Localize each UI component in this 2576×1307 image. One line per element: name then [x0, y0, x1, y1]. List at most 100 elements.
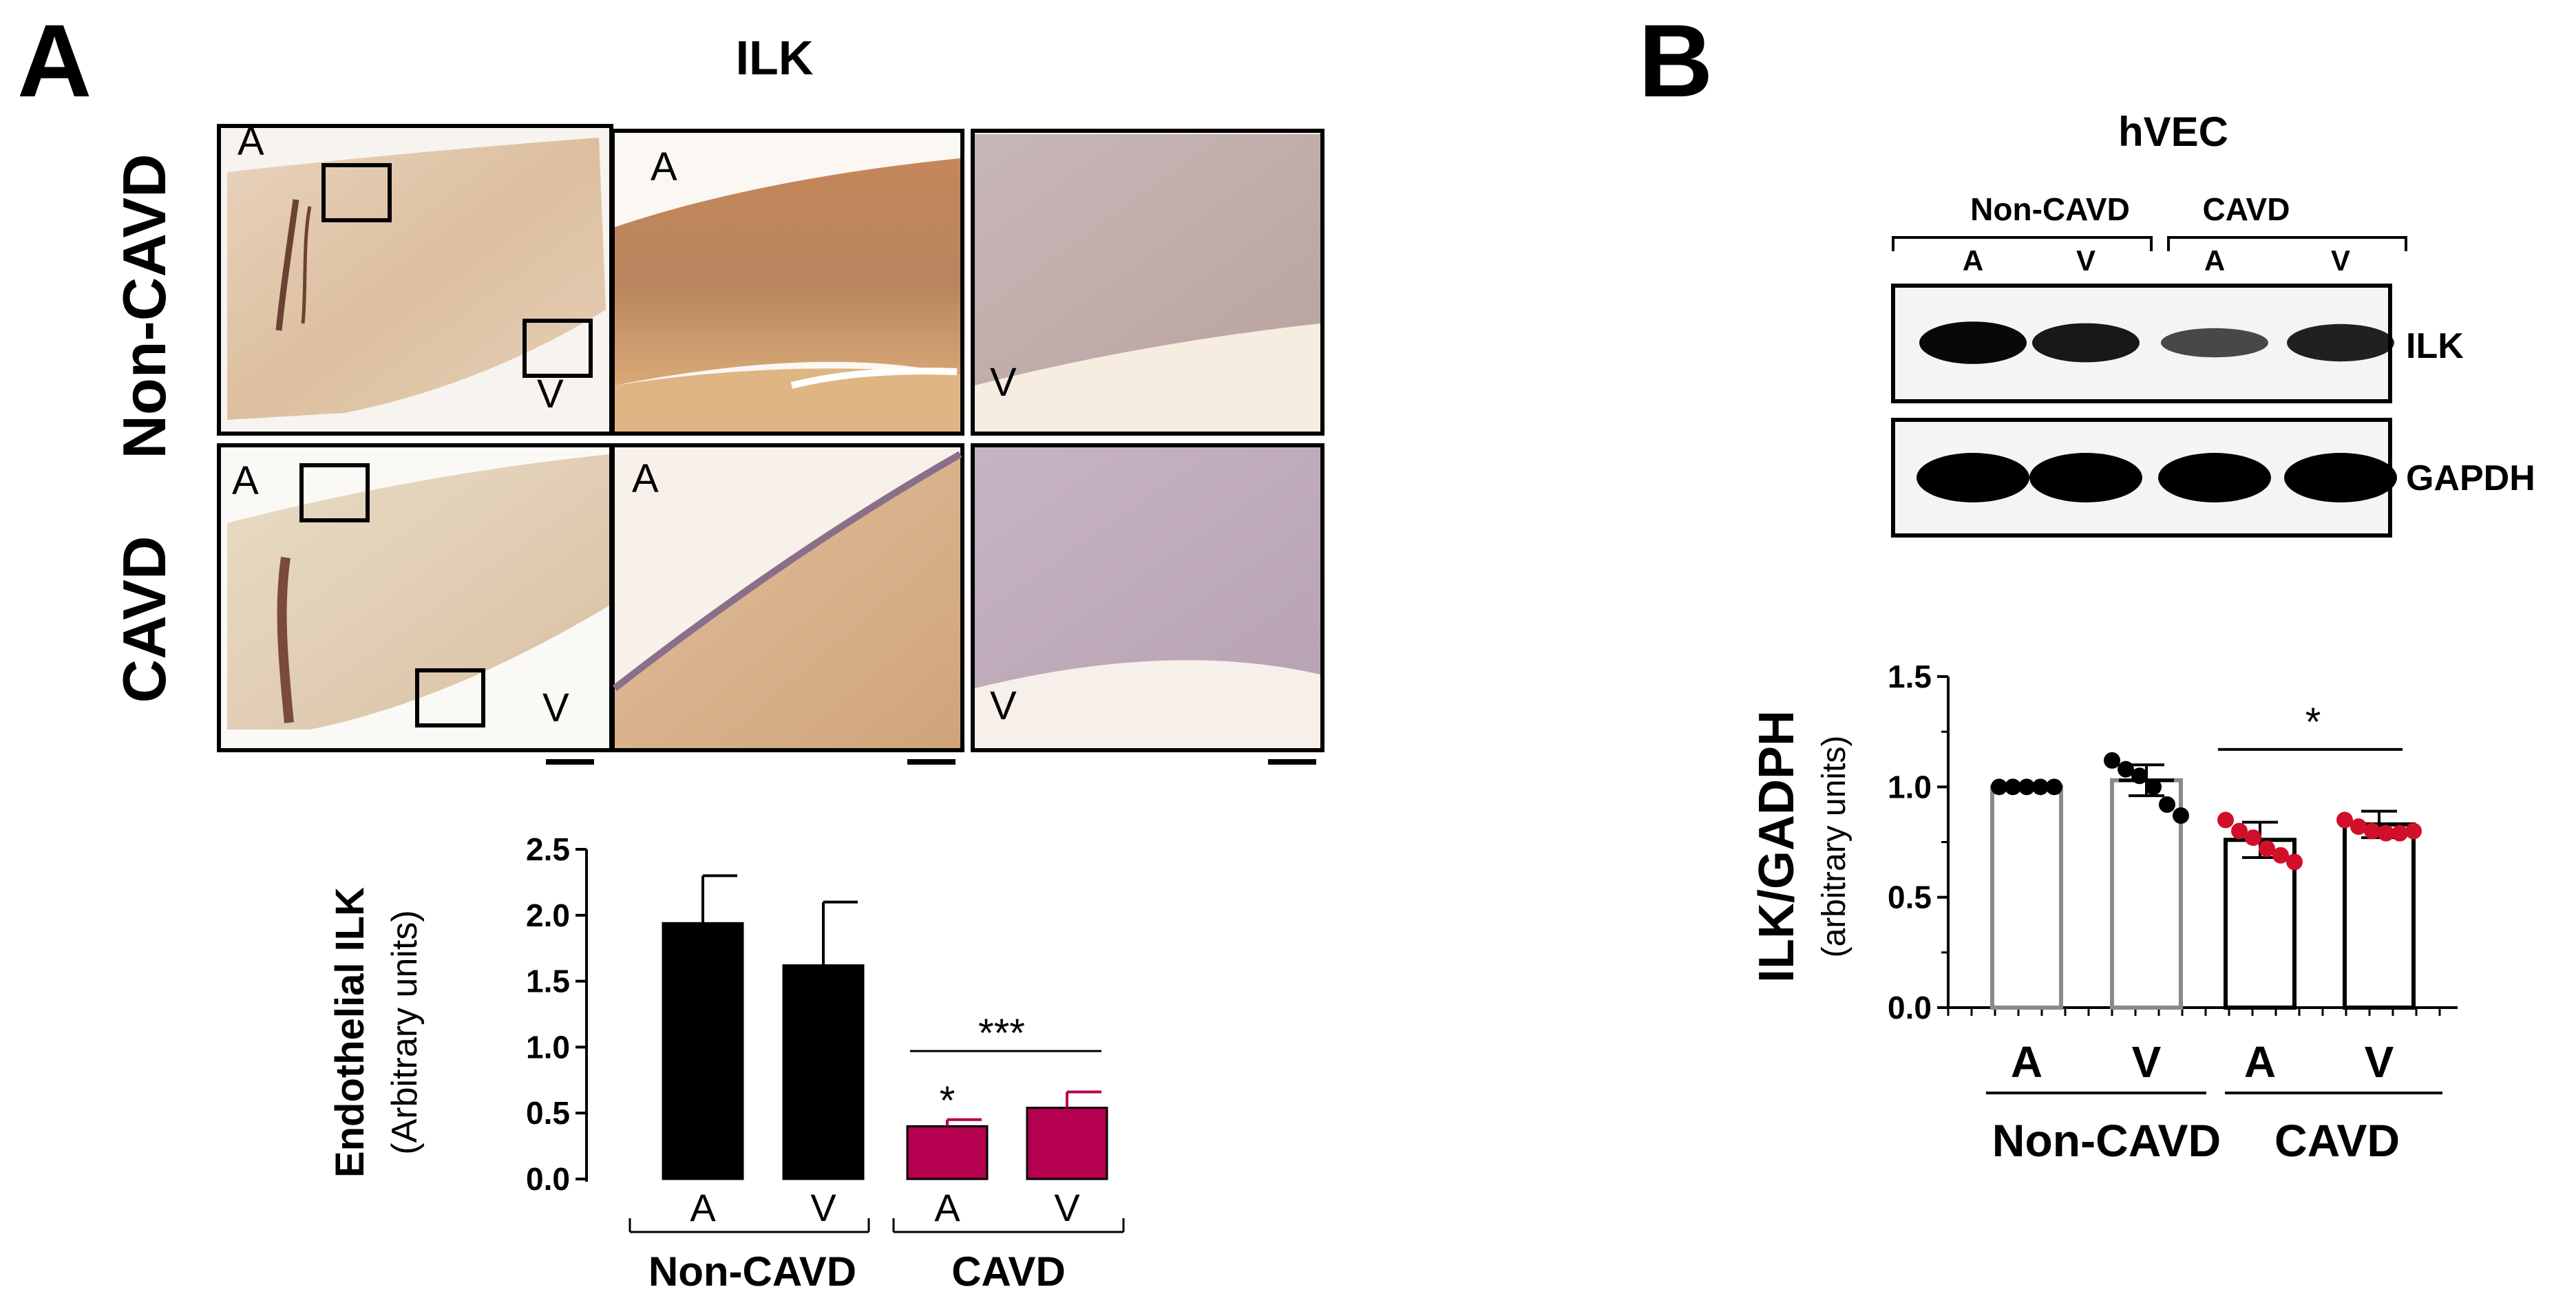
y-tick-label: 0.0 [1888, 990, 1932, 1026]
chart-endothelial-ilk: Endothelial ILK (Arbitrary units) 0.0 0.5… [328, 831, 1125, 1295]
y-tick-label: 0.5 [1888, 880, 1932, 915]
bar [2224, 838, 2297, 1010]
bar [782, 964, 865, 1180]
data-point [2245, 829, 2261, 847]
data-point [2005, 778, 2021, 796]
row-label-cavd: CAVD [110, 536, 178, 703]
y-tick-label: 1.5 [1888, 659, 1932, 694]
x-tick-label: V [1054, 1186, 1080, 1229]
x-tick-label: A [2244, 1037, 2276, 1087]
blot-band-ilk [1919, 321, 2027, 364]
micrograph-cavd-zoom-a: A [611, 443, 964, 752]
y-axis-title: ILK/GADPH [1749, 710, 1804, 983]
bar [1026, 1107, 1108, 1180]
data-point [2159, 796, 2175, 813]
bar [2110, 778, 2183, 1010]
group-label: CAVD [951, 1248, 1066, 1295]
micrograph-grid: A V A V A V [217, 119, 1324, 765]
data-point [1991, 778, 2007, 796]
micrograph-cavd-overview: A V [217, 443, 613, 752]
panel-a-letter: A [17, 3, 92, 118]
x-tick-label: V [2365, 1037, 2394, 1087]
valve-side-label: V [537, 372, 564, 416]
x-tick-label: V [810, 1186, 836, 1229]
data-point [2104, 752, 2120, 769]
data-point [2131, 767, 2148, 785]
inset-box [299, 463, 370, 522]
bar [1990, 785, 2063, 1010]
panel-a-title: ILK [736, 31, 814, 85]
bar [2343, 822, 2416, 1010]
y-tick-label: 0.0 [526, 1161, 570, 1197]
blot-band-gapdh [2284, 453, 2397, 502]
data-point [2378, 825, 2394, 842]
data-point [2032, 778, 2049, 796]
blot-band-gapdh [2158, 453, 2271, 502]
scale-bar [1268, 759, 1316, 765]
y-axis-subtitle: (Arbitrary units) [385, 910, 425, 1154]
blot-band-gapdh [2029, 453, 2142, 502]
data-point [2405, 822, 2422, 840]
y-tick-label: 1.5 [526, 964, 570, 999]
x-tick-label: A [934, 1186, 960, 1229]
data-point [2350, 818, 2367, 836]
blot-band-ilk [2161, 328, 2268, 358]
western-blot: Non-CAVD CAVD A V A V ILK GAPDH [1891, 191, 2535, 538]
valve-side-label: V [990, 360, 1017, 405]
group-bracket [892, 1218, 1125, 1233]
y-tick-label: 0.5 [526, 1095, 570, 1131]
valve-side-label: V [542, 686, 569, 730]
significance-star: * [2305, 700, 2321, 745]
micrograph-non-cavd-zoom-v: V [971, 129, 1324, 436]
data-point [2336, 811, 2353, 829]
valve-side-label: A [232, 458, 259, 503]
data-point [2145, 778, 2162, 796]
valve-side-label: A [632, 456, 659, 501]
blot-lane-label: A [2204, 244, 2225, 277]
blot-group-label: Non-CAVD [1970, 191, 2130, 227]
y-tick-label: 2.5 [526, 831, 570, 867]
group-label: Non-CAVD [1992, 1115, 2221, 1166]
x-tick-label: A [2011, 1037, 2042, 1087]
micrograph-non-cavd-overview: A V [217, 119, 613, 436]
blot-band-label-gapdh: GAPDH [2406, 458, 2535, 498]
blot-band-label-ilk: ILK [2406, 326, 2464, 366]
y-tick-label: 1.0 [1888, 769, 1932, 805]
scale-bar [546, 759, 594, 765]
y-tick-label: 2.0 [526, 897, 570, 933]
x-tick-label: A [690, 1186, 716, 1229]
blot-lane-label: V [2331, 244, 2350, 277]
data-point [2364, 822, 2380, 840]
valve-side-label: V [990, 683, 1017, 728]
inset-box [415, 668, 485, 727]
group-label: Non-CAVD [648, 1248, 856, 1295]
data-point [2046, 778, 2062, 796]
blot-band-ilk [2287, 323, 2394, 362]
data-point [2286, 853, 2303, 871]
bar [906, 1125, 989, 1180]
chart-ilk-gapdh: ILK/GADPH (arbitrary units) 0.0 0.5 1.0 1.5… [1749, 659, 2458, 1166]
data-point [2118, 761, 2134, 778]
y-tick-label: 1.0 [526, 1029, 570, 1065]
data-point [2231, 822, 2248, 840]
row-label-non-cavd: Non-CAVD [110, 153, 178, 458]
data-point [2173, 807, 2189, 825]
blot-group-label: CAVD [2203, 191, 2290, 227]
significance-stars: *** [978, 1011, 1025, 1056]
inset-box [522, 319, 593, 378]
blot-lane-label: A [1963, 244, 1983, 277]
data-point [2018, 778, 2035, 796]
bar [662, 922, 744, 1180]
scale-bar [907, 759, 956, 765]
data-point [2392, 825, 2408, 842]
x-tick-label: V [2132, 1037, 2162, 1087]
data-point [2217, 811, 2234, 829]
group-bracket [629, 1218, 870, 1233]
data-point [2259, 840, 2275, 858]
valve-side-label: A [651, 145, 677, 189]
panel-b-letter: B [1638, 3, 1713, 118]
y-axis-subtitle: (arbitrary units) [1816, 736, 1852, 958]
micrograph-non-cavd-zoom-a: A [611, 129, 964, 436]
blot-band-ilk [2032, 323, 2140, 363]
